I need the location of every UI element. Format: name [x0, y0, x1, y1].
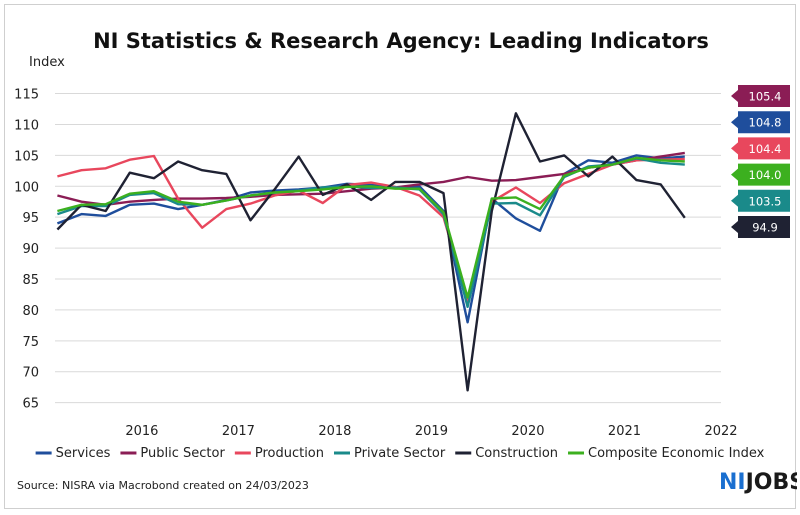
y-tick-110: 110: [14, 118, 39, 133]
series-line-composite-economic-index: [57, 156, 685, 299]
end-tag-services: 104.8: [731, 111, 790, 134]
y-tick-105: 105: [14, 149, 39, 164]
x-tick-2021: 2021: [608, 424, 641, 439]
y-tick-75: 75: [22, 335, 39, 350]
series-line-services: [56, 154, 685, 324]
legend-item-construction: Construction: [455, 446, 558, 461]
legend: Services Public Sector Production Private S…: [35, 446, 765, 461]
end-tag-value: 104.8: [749, 116, 782, 130]
y-tick-65: 65: [22, 397, 39, 412]
x-tick-2017: 2017: [222, 424, 255, 439]
x-tick-2018: 2018: [318, 424, 351, 439]
legend-item-composite-economic-index: Composite Economic Index: [568, 446, 765, 461]
end-tag-production: 104.4: [731, 137, 790, 160]
end-tag-box: [731, 216, 790, 238]
legend-item-private-sector: Private Sector: [333, 446, 446, 461]
end-tag-box: [731, 163, 790, 186]
legend-label: Construction: [475, 446, 558, 461]
y-axis-label: Index: [29, 55, 65, 70]
y-tick-80: 80: [22, 304, 39, 319]
end-value-tags: 105.4 104.8 104.4 104.0 103.5 94.9: [731, 85, 790, 238]
end-tag-private-sector: 103.5: [731, 189, 790, 212]
source-note: Source: NISRA via Macrobond created on 2…: [17, 479, 309, 492]
series-lines: [56, 112, 686, 392]
y-tick-70: 70: [22, 366, 39, 381]
legend-label: Services: [56, 446, 111, 461]
x-tick-2016: 2016: [125, 424, 158, 439]
end-tag-value: 103.5: [749, 194, 782, 208]
y-tick-115: 115: [14, 88, 39, 103]
end-tag-value: 94.9: [752, 221, 778, 235]
series-line-production: [57, 154, 685, 302]
legend-item-production: Production: [234, 446, 324, 461]
end-tag-box: [731, 137, 790, 160]
end-tag-value: 104.0: [749, 168, 782, 182]
end-tag-construction: 94.9: [731, 216, 790, 238]
y-tick-95: 95: [22, 211, 39, 226]
y-tick-90: 90: [22, 242, 39, 257]
x-tick-labels: 2016 2017 2018 2019 2020 2021 2022: [125, 424, 737, 439]
legend-item-services: Services: [35, 446, 111, 461]
end-tag-box: [731, 189, 790, 212]
gridlines: [55, 93, 721, 404]
y-tick-100: 100: [14, 180, 39, 195]
y-tick-85: 85: [22, 273, 39, 288]
leading-indicators-chart: NI Statistics & Research Agency: Leading…: [14, 29, 797, 495]
x-tick-2019: 2019: [415, 424, 448, 439]
chart-title: NI Statistics & Research Agency: Leading…: [93, 29, 709, 53]
chart-frame: NI Statistics & Research Agency: Leading…: [4, 4, 797, 509]
x-tick-2022: 2022: [704, 424, 737, 439]
nijobs-logo: NIJOBS: [719, 470, 797, 495]
end-tag-value: 104.4: [749, 142, 782, 156]
legend-label: Composite Economic Index: [588, 446, 765, 461]
series-line-construction: [56, 112, 686, 392]
end-tag-box: [731, 111, 790, 134]
legend-label: Private Sector: [354, 446, 446, 461]
series-line-private-sector: [57, 157, 685, 308]
legend-item-public-sector: Public Sector: [120, 446, 225, 461]
end-tag-public-sector: 105.4: [731, 85, 790, 107]
x-tick-2020: 2020: [511, 424, 544, 439]
legend-label: Production: [255, 446, 324, 461]
end-tag-composite-economic-index: 104.0: [731, 163, 790, 186]
end-tag-value: 105.4: [749, 90, 782, 104]
svg-text:NIJOBS: NIJOBS: [719, 470, 797, 495]
end-tag-box: [731, 85, 790, 107]
y-tick-labels: 65 70 75 80 85 90 95 100 105 110 115: [14, 88, 39, 412]
legend-label: Public Sector: [140, 446, 225, 461]
